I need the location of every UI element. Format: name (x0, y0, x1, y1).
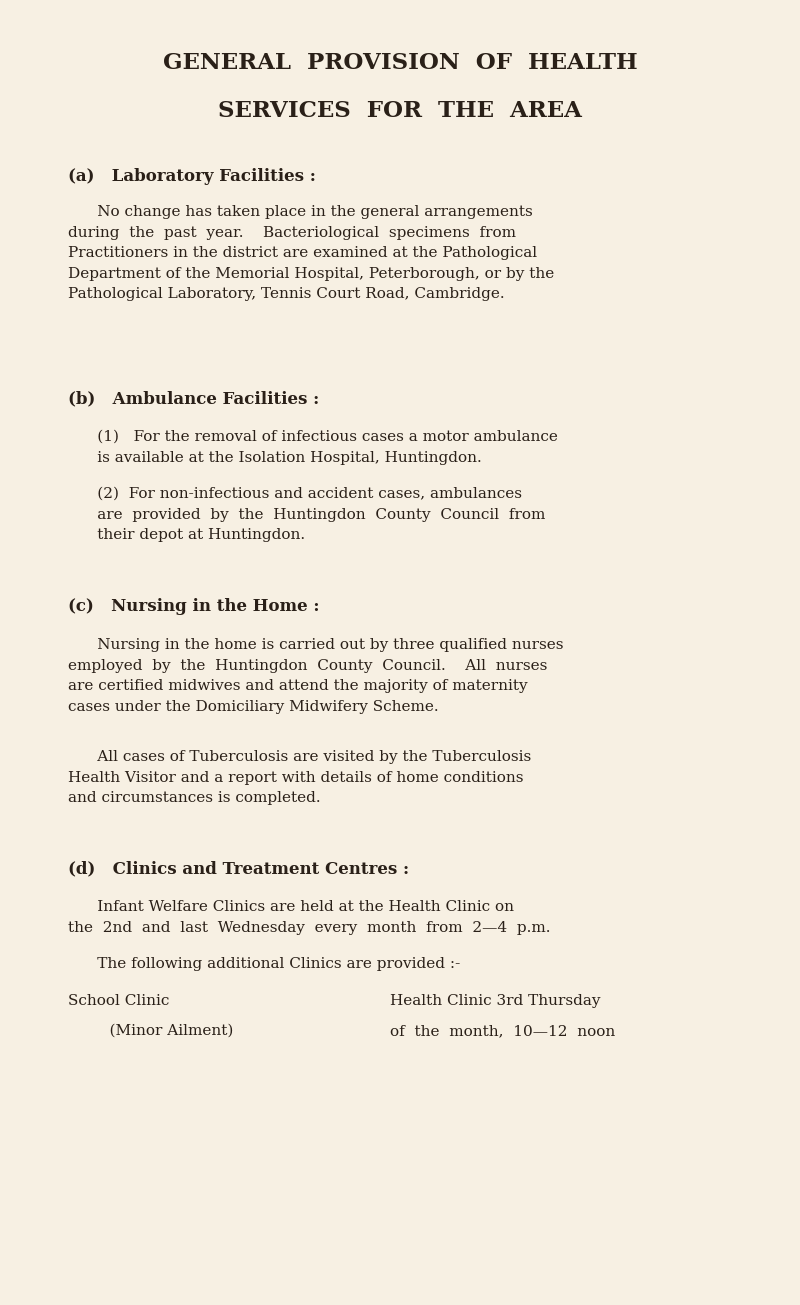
Text: (Minor Ailment): (Minor Ailment) (90, 1024, 234, 1037)
Text: (b)   Ambulance Facilities :: (b) Ambulance Facilities : (68, 390, 319, 407)
Text: GENERAL  PROVISION  OF  HEALTH: GENERAL PROVISION OF HEALTH (162, 52, 638, 74)
Text: of  the  month,  10—12  noon: of the month, 10—12 noon (390, 1024, 615, 1037)
Text: No change has taken place in the general arrangements
during  the  past  year.  : No change has taken place in the general… (68, 205, 554, 301)
Text: Nursing in the home is carried out by three qualified nurses
employed  by  the  : Nursing in the home is carried out by th… (68, 638, 563, 714)
Text: Health Clinic 3rd Thursday: Health Clinic 3rd Thursday (390, 994, 601, 1007)
Text: (2)  For non-infectious and accident cases, ambulances
      are  provided  by  : (2) For non-infectious and accident case… (68, 487, 546, 542)
Text: (c)   Nursing in the Home :: (c) Nursing in the Home : (68, 598, 319, 615)
Text: (1)   For the removal of infectious cases a motor ambulance
      is available a: (1) For the removal of infectious cases … (68, 431, 558, 465)
Text: (d)   Clinics and Treatment Centres :: (d) Clinics and Treatment Centres : (68, 860, 409, 877)
Text: School Clinic: School Clinic (68, 994, 170, 1007)
Text: Infant Welfare Clinics are held at the Health Clinic on
the  2nd  and  last  Wed: Infant Welfare Clinics are held at the H… (68, 900, 550, 934)
Text: All cases of Tuberculosis are visited by the Tuberculosis
Health Visitor and a r: All cases of Tuberculosis are visited by… (68, 750, 531, 805)
Text: SERVICES  FOR  THE  AREA: SERVICES FOR THE AREA (218, 100, 582, 121)
Text: (a)   Laboratory Facilities :: (a) Laboratory Facilities : (68, 168, 316, 185)
Text: The following additional Clinics are provided :-: The following additional Clinics are pro… (68, 957, 460, 971)
